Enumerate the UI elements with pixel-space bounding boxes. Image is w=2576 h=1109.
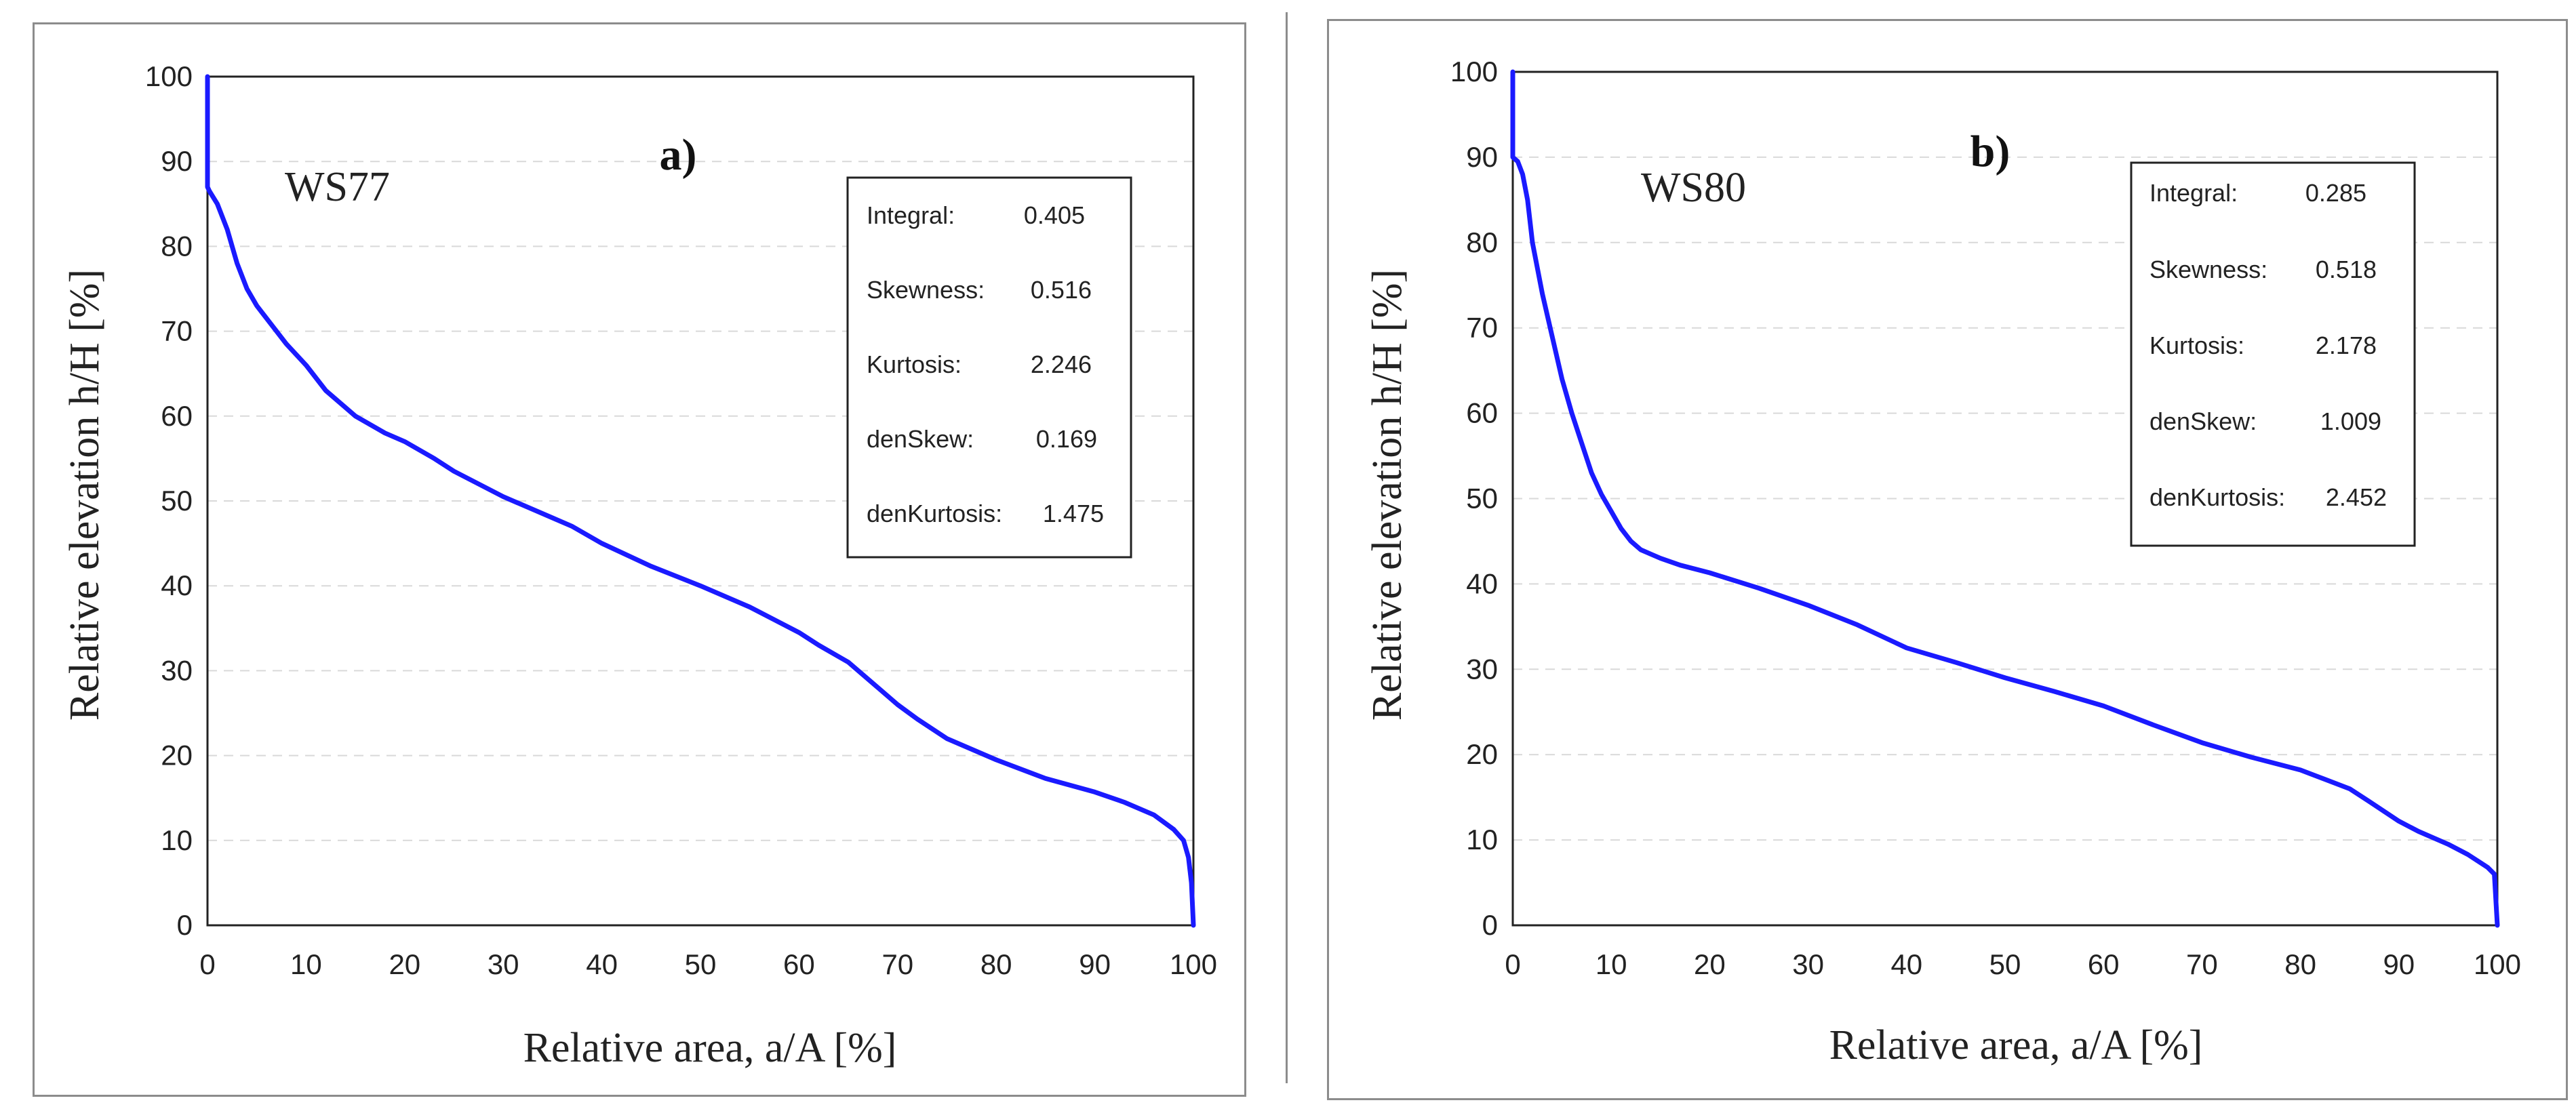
x-tick-label-b-80: 80 [2284, 948, 2316, 980]
stat-value-kurtosis-b: 2.178 [2316, 331, 2377, 359]
x-tick-label-b-0: 0 [1505, 948, 1520, 980]
x-tick-label-b-100: 100 [2474, 948, 2521, 980]
y-tick-label-b-80: 80 [1466, 226, 1498, 258]
y-tick-label-b-100: 100 [1450, 56, 1498, 87]
y-axis-title-a: Relative elevation h/H [%] [62, 269, 108, 721]
stat-value-denkurtosis-b: 2.452 [2326, 483, 2387, 511]
panel-divider [1286, 12, 1288, 1083]
y-tick-label-b-10: 10 [1466, 824, 1498, 855]
panel-label-b: b) [1970, 127, 2010, 176]
y-tick-label-b-40: 40 [1466, 567, 1498, 599]
x-tick-label-a-70: 70 [881, 948, 913, 980]
x-tick-label-b-60: 60 [2088, 948, 2120, 980]
x-tick-label-b-10: 10 [1596, 948, 1627, 980]
plot-layer-a: 0 10 20 30 40 50 60 70 80 90 100 0 10 20 30 40 50 60 70 80 9… [145, 60, 1217, 980]
y-tick-label-b-50: 50 [1466, 483, 1498, 515]
stat-label-integral-b: Integral: [2149, 179, 2238, 207]
y-tick-label-a-30: 30 [161, 654, 193, 686]
chart-a: 0 10 20 30 40 50 60 70 80 90 100 0 10 20 30 40 50 60 70 80 9… [62, 60, 1217, 1071]
x-tick-label-a-40: 40 [586, 948, 618, 980]
y-tick-label-b-70: 70 [1466, 312, 1498, 344]
y-tick-label-a-40: 40 [161, 569, 193, 601]
y-tick-label-b-0: 0 [1482, 909, 1498, 941]
x-tick-label-b-30: 30 [1792, 948, 1824, 980]
y-tick-label-a-70: 70 [161, 315, 193, 347]
x-tick-label-a-0: 0 [199, 948, 215, 980]
x-axis-title-b: Relative area, a/A [%] [1829, 1022, 2203, 1068]
x-tick-label-a-10: 10 [290, 948, 322, 980]
stat-value-skewness-a: 0.516 [1031, 276, 1092, 304]
y-tick-label-a-80: 80 [161, 230, 193, 262]
y-tick-label-a-10: 10 [161, 824, 193, 856]
x-tick-label-a-60: 60 [783, 948, 815, 980]
hypsometric-curve-ws80 [1510, 69, 2500, 928]
plot-layer-b: 0 10 20 30 40 50 60 70 80 90 100 0 10 20 30 40 50 60 70 80 9… [1450, 56, 2521, 980]
y-tick-label-a-60: 60 [161, 400, 193, 432]
stat-label-denkurtosis-b: denKurtosis: [2149, 483, 2285, 511]
y-tick-label-b-60: 60 [1466, 397, 1498, 429]
stat-label-kurtosis-a: Kurtosis: [867, 350, 962, 378]
stat-label-skewness-a: Skewness: [867, 276, 985, 304]
x-tick-label-b-70: 70 [2186, 948, 2218, 980]
y-tick-label-a-100: 100 [145, 60, 193, 92]
plot-area-b [1511, 70, 2499, 927]
chart-b: 0 10 20 30 40 50 60 70 80 90 100 0 10 20 30 40 50 60 70 80 9… [1364, 56, 2521, 1068]
x-tick-label-b-20: 20 [1694, 948, 1726, 980]
y-axis-title-b: Relative elevation h/H [%] [1364, 269, 1410, 721]
y-tick-label-a-90: 90 [161, 145, 193, 177]
x-tick-label-a-50: 50 [685, 948, 717, 980]
x-tick-label-a-80: 80 [980, 948, 1012, 980]
stat-label-integral-a: Integral: [867, 201, 955, 229]
x-tick-label-a-100: 100 [1170, 948, 1217, 980]
y-tick-label-a-50: 50 [161, 485, 193, 517]
stat-label-denskew-a: denSkew: [867, 425, 974, 453]
x-tick-label-b-90: 90 [2383, 948, 2415, 980]
plot-area-a [206, 75, 1195, 927]
stat-value-skewness-b: 0.518 [2316, 256, 2377, 283]
x-tick-label-b-40: 40 [1890, 948, 1922, 980]
hypsometric-curve-ws77 [205, 74, 1196, 928]
x-tick-label-a-20: 20 [389, 948, 420, 980]
y-tick-label-b-90: 90 [1466, 141, 1498, 173]
stat-value-denkurtosis-a: 1.475 [1043, 500, 1104, 527]
x-tick-label-a-30: 30 [488, 948, 519, 980]
stat-value-integral-b: 0.285 [2305, 179, 2366, 207]
panel-label-a: a) [660, 130, 697, 180]
stat-label-kurtosis-b: Kurtosis: [2149, 331, 2244, 359]
stat-label-skewness-b: Skewness: [2149, 256, 2267, 283]
y-tick-label-b-30: 30 [1466, 653, 1498, 685]
y-tick-label-b-20: 20 [1466, 738, 1498, 770]
stats-box-b [2130, 161, 2416, 547]
stat-value-kurtosis-a: 2.246 [1031, 350, 1092, 378]
series-label-ws80: WS80 [1641, 165, 1746, 211]
stat-label-denkurtosis-a: denKurtosis: [867, 500, 1002, 527]
stat-value-denskew-a: 0.169 [1036, 425, 1097, 453]
x-tick-label-b-50: 50 [1989, 948, 2021, 980]
x-tick-label-a-90: 90 [1079, 948, 1111, 980]
y-tick-label-a-20: 20 [161, 740, 193, 771]
stats-box-a [846, 176, 1132, 559]
y-tick-label-a-0: 0 [177, 909, 193, 941]
x-axis-title-a: Relative area, a/A [%] [523, 1025, 897, 1071]
stat-value-denskew-b: 1.009 [2320, 407, 2381, 435]
stat-value-integral-a: 0.405 [1024, 201, 1085, 229]
stat-label-denskew-b: denSkew: [2149, 407, 2257, 435]
series-label-ws77: WS77 [285, 164, 390, 210]
